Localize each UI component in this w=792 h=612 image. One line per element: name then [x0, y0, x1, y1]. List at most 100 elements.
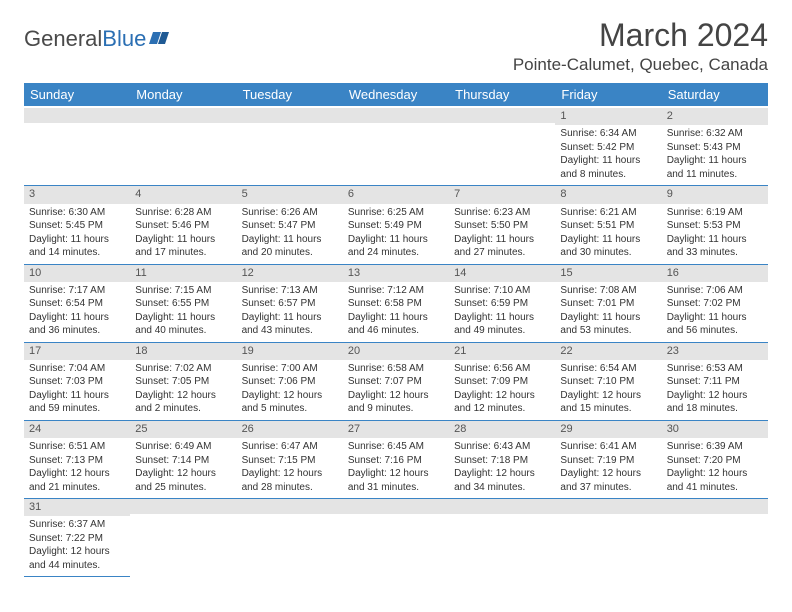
daylight-line: Daylight: 12 hours and 18 minutes. — [667, 389, 763, 416]
day-number: 18 — [130, 343, 236, 360]
sunset-line: Sunset: 5:42 PM — [560, 141, 656, 155]
day-details: Sunrise: 6:41 AMSunset: 7:19 PMDaylight:… — [555, 438, 661, 498]
sunrise-line: Sunrise: 7:15 AM — [135, 284, 231, 298]
day-details: Sunrise: 7:15 AMSunset: 6:55 PMDaylight:… — [130, 282, 236, 342]
day-details: Sunrise: 6:49 AMSunset: 7:14 PMDaylight:… — [130, 438, 236, 498]
week-row: 24Sunrise: 6:51 AMSunset: 7:13 PMDayligh… — [24, 420, 768, 498]
sunrise-line: Sunrise: 6:56 AM — [454, 362, 550, 376]
daylight-line: Daylight: 11 hours and 20 minutes. — [242, 233, 338, 260]
sunset-line: Sunset: 7:15 PM — [242, 454, 338, 468]
sunset-line: Sunset: 5:45 PM — [29, 219, 125, 233]
sunset-line: Sunset: 6:54 PM — [29, 297, 125, 311]
calendar-cell: 3Sunrise: 6:30 AMSunset: 5:45 PMDaylight… — [24, 186, 130, 264]
sunset-line: Sunset: 5:43 PM — [667, 141, 763, 155]
sunrise-line: Sunrise: 6:30 AM — [29, 206, 125, 220]
day-number: 3 — [24, 186, 130, 203]
day-details: Sunrise: 6:53 AMSunset: 7:11 PMDaylight:… — [662, 360, 768, 420]
calendar-cell: 12Sunrise: 7:13 AMSunset: 6:57 PMDayligh… — [237, 264, 343, 342]
day-details: Sunrise: 6:19 AMSunset: 5:53 PMDaylight:… — [662, 204, 768, 264]
day-number: 21 — [449, 343, 555, 360]
day-number — [130, 108, 236, 123]
day-header: Wednesday — [343, 83, 449, 107]
location-label: Pointe-Calumet, Quebec, Canada — [513, 55, 768, 75]
sunset-line: Sunset: 5:47 PM — [242, 219, 338, 233]
sunrise-line: Sunrise: 6:41 AM — [560, 440, 656, 454]
daylight-line: Daylight: 12 hours and 9 minutes. — [348, 389, 444, 416]
calendar-cell: 20Sunrise: 6:58 AMSunset: 7:07 PMDayligh… — [343, 342, 449, 420]
day-details: Sunrise: 6:47 AMSunset: 7:15 PMDaylight:… — [237, 438, 343, 498]
title-block: March 2024 Pointe-Calumet, Quebec, Canad… — [513, 18, 768, 75]
calendar-cell: 24Sunrise: 6:51 AMSunset: 7:13 PMDayligh… — [24, 420, 130, 498]
day-details: Sunrise: 6:37 AMSunset: 7:22 PMDaylight:… — [24, 516, 130, 576]
calendar-cell: 28Sunrise: 6:43 AMSunset: 7:18 PMDayligh… — [449, 420, 555, 498]
day-number: 7 — [449, 186, 555, 203]
calendar-cell: 27Sunrise: 6:45 AMSunset: 7:16 PMDayligh… — [343, 420, 449, 498]
daylight-line: Daylight: 11 hours and 43 minutes. — [242, 311, 338, 338]
week-row: 17Sunrise: 7:04 AMSunset: 7:03 PMDayligh… — [24, 342, 768, 420]
day-details — [449, 514, 555, 554]
calendar-cell — [449, 107, 555, 186]
day-details: Sunrise: 6:43 AMSunset: 7:18 PMDaylight:… — [449, 438, 555, 498]
calendar-cell — [130, 499, 236, 577]
daylight-line: Daylight: 11 hours and 49 minutes. — [454, 311, 550, 338]
sunrise-line: Sunrise: 7:02 AM — [135, 362, 231, 376]
calendar-cell — [24, 107, 130, 186]
day-number: 1 — [555, 108, 661, 125]
calendar-cell: 25Sunrise: 6:49 AMSunset: 7:14 PMDayligh… — [130, 420, 236, 498]
calendar-cell: 14Sunrise: 7:10 AMSunset: 6:59 PMDayligh… — [449, 264, 555, 342]
calendar-cell: 26Sunrise: 6:47 AMSunset: 7:15 PMDayligh… — [237, 420, 343, 498]
sunrise-line: Sunrise: 6:23 AM — [454, 206, 550, 220]
sunset-line: Sunset: 7:14 PM — [135, 454, 231, 468]
calendar-cell: 29Sunrise: 6:41 AMSunset: 7:19 PMDayligh… — [555, 420, 661, 498]
day-details: Sunrise: 7:08 AMSunset: 7:01 PMDaylight:… — [555, 282, 661, 342]
sunrise-line: Sunrise: 7:06 AM — [667, 284, 763, 298]
sunrise-line: Sunrise: 6:47 AM — [242, 440, 338, 454]
day-number: 4 — [130, 186, 236, 203]
sunset-line: Sunset: 7:20 PM — [667, 454, 763, 468]
day-number: 5 — [237, 186, 343, 203]
day-details: Sunrise: 6:21 AMSunset: 5:51 PMDaylight:… — [555, 204, 661, 264]
day-details: Sunrise: 6:54 AMSunset: 7:10 PMDaylight:… — [555, 360, 661, 420]
sunrise-line: Sunrise: 6:21 AM — [560, 206, 656, 220]
sunset-line: Sunset: 7:13 PM — [29, 454, 125, 468]
day-details: Sunrise: 6:25 AMSunset: 5:49 PMDaylight:… — [343, 204, 449, 264]
brand-second: Blue — [102, 26, 146, 52]
sunset-line: Sunset: 7:07 PM — [348, 375, 444, 389]
day-number: 20 — [343, 343, 449, 360]
calendar-cell — [662, 499, 768, 577]
day-number: 10 — [24, 265, 130, 282]
sunrise-line: Sunrise: 6:54 AM — [560, 362, 656, 376]
day-details: Sunrise: 7:00 AMSunset: 7:06 PMDaylight:… — [237, 360, 343, 420]
day-details — [130, 514, 236, 554]
brand-first: General — [24, 26, 102, 52]
day-number: 17 — [24, 343, 130, 360]
day-details: Sunrise: 7:06 AMSunset: 7:02 PMDaylight:… — [662, 282, 768, 342]
calendar-cell — [237, 499, 343, 577]
day-details: Sunrise: 7:12 AMSunset: 6:58 PMDaylight:… — [343, 282, 449, 342]
day-number: 13 — [343, 265, 449, 282]
sunset-line: Sunset: 7:03 PM — [29, 375, 125, 389]
week-row: 31Sunrise: 6:37 AMSunset: 7:22 PMDayligh… — [24, 499, 768, 577]
daylight-line: Daylight: 11 hours and 11 minutes. — [667, 154, 763, 181]
sunset-line: Sunset: 7:16 PM — [348, 454, 444, 468]
calendar-cell: 22Sunrise: 6:54 AMSunset: 7:10 PMDayligh… — [555, 342, 661, 420]
daylight-line: Daylight: 12 hours and 25 minutes. — [135, 467, 231, 494]
day-details — [130, 123, 236, 163]
day-number — [555, 499, 661, 514]
calendar-cell: 19Sunrise: 7:00 AMSunset: 7:06 PMDayligh… — [237, 342, 343, 420]
day-details — [343, 123, 449, 163]
calendar-cell: 23Sunrise: 6:53 AMSunset: 7:11 PMDayligh… — [662, 342, 768, 420]
sunset-line: Sunset: 5:51 PM — [560, 219, 656, 233]
sunrise-line: Sunrise: 6:26 AM — [242, 206, 338, 220]
page-title: March 2024 — [513, 18, 768, 53]
day-details: Sunrise: 6:32 AMSunset: 5:43 PMDaylight:… — [662, 125, 768, 185]
day-details: Sunrise: 6:45 AMSunset: 7:16 PMDaylight:… — [343, 438, 449, 498]
day-details: Sunrise: 7:02 AMSunset: 7:05 PMDaylight:… — [130, 360, 236, 420]
calendar-cell: 9Sunrise: 6:19 AMSunset: 5:53 PMDaylight… — [662, 186, 768, 264]
sunrise-line: Sunrise: 6:25 AM — [348, 206, 444, 220]
day-number: 2 — [662, 108, 768, 125]
sunset-line: Sunset: 7:01 PM — [560, 297, 656, 311]
sunrise-line: Sunrise: 7:17 AM — [29, 284, 125, 298]
calendar-cell: 11Sunrise: 7:15 AMSunset: 6:55 PMDayligh… — [130, 264, 236, 342]
day-details: Sunrise: 6:28 AMSunset: 5:46 PMDaylight:… — [130, 204, 236, 264]
